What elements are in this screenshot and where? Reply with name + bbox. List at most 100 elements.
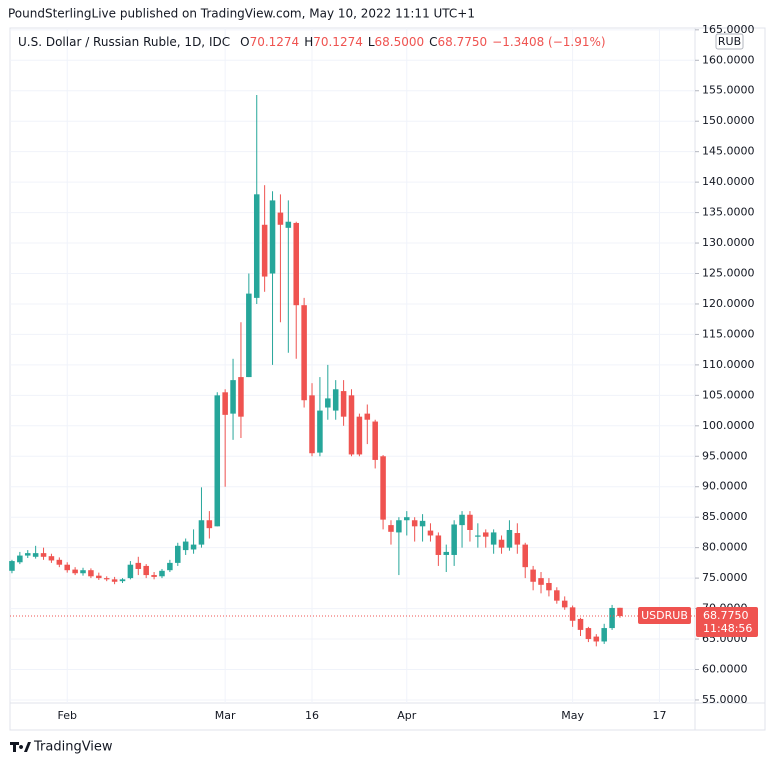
x-tick-label: Apr: [397, 709, 417, 722]
legend-key: C: [429, 35, 437, 49]
candle-body: [111, 579, 118, 582]
symbol-box: [638, 607, 691, 625]
candle-body: [585, 628, 592, 640]
chart-title: U.S. Dollar / Russian Ruble, 1D, IDC: [18, 35, 230, 49]
y-tick-label: 105.0000: [702, 388, 755, 401]
candle-body: [293, 222, 299, 306]
legend-key: L: [368, 35, 375, 49]
footer-text: TradingView: [33, 740, 113, 755]
candle-body: [88, 570, 94, 577]
publisher-line: PoundSterlingLive published on TradingVi…: [8, 7, 475, 21]
candle-body: [577, 618, 584, 630]
candle-body: [261, 224, 268, 277]
candle-body: [253, 194, 260, 298]
candle-body: [277, 212, 284, 225]
candle-body: [80, 570, 86, 574]
currency-label: RUB: [718, 35, 741, 48]
candle-body: [459, 514, 465, 526]
candle-body: [135, 562, 142, 569]
candle-body: [206, 520, 213, 529]
legend-value: 68.5000: [375, 35, 425, 49]
candle-body: [609, 607, 615, 629]
legend-change: −1.3408 (−1.91%): [492, 35, 605, 49]
candle-body: [64, 564, 70, 571]
countdown-label: 11:48:56: [703, 622, 752, 635]
candle-body: [601, 628, 607, 642]
candle-body: [396, 520, 402, 533]
candle-body: [538, 578, 544, 585]
candle-body: [143, 565, 149, 576]
y-tick-label: 95.0000: [702, 449, 748, 462]
candle-body: [467, 514, 473, 530]
candle-body: [24, 553, 31, 556]
candle-body: [348, 395, 355, 455]
candle-body: [364, 413, 371, 420]
candle-body: [498, 539, 505, 548]
candle-body: [301, 305, 307, 401]
legend-key: O: [240, 35, 249, 49]
y-tick-label: 80.0000: [702, 541, 748, 554]
candle-body: [17, 555, 23, 563]
candle-body: [96, 575, 102, 579]
candle-body: [435, 535, 442, 555]
logo-icon: [10, 742, 31, 752]
y-tick-label: 110.0000: [702, 358, 755, 371]
footer-logo: TradingView: [10, 740, 113, 755]
candle-body: [32, 553, 39, 557]
symbol-label: USDRUB: [641, 609, 688, 622]
y-tick-label: 145.0000: [702, 145, 755, 158]
candle-body: [159, 570, 165, 577]
y-tick-label: 155.0000: [702, 84, 755, 97]
y-tick-label: 100.0000: [702, 419, 755, 432]
candle-body: [72, 569, 78, 574]
candle-body: [593, 636, 600, 642]
candle-body: [222, 392, 228, 415]
legend-value: 70.1274: [313, 35, 363, 49]
legend-value: 68.7750: [438, 35, 488, 49]
candle-body: [356, 416, 363, 455]
legend-key: H: [304, 35, 313, 49]
x-tick-label: Mar: [215, 709, 236, 722]
candle-body: [151, 575, 157, 577]
candle-body: [182, 541, 189, 551]
candle-body: [230, 380, 236, 414]
y-tick-label: 160.0000: [702, 53, 755, 66]
y-tick-label: 60.0000: [702, 662, 748, 675]
candle-body: [482, 532, 489, 537]
candle-body: [490, 532, 497, 545]
candle-body: [554, 590, 560, 601]
candle-body: [617, 607, 623, 617]
candle-body: [127, 564, 134, 579]
y-tick-label: 135.0000: [702, 206, 755, 219]
candle-body: [419, 520, 426, 527]
candle-body: [569, 607, 576, 621]
x-tick-label: May: [561, 709, 584, 722]
candle-body: [198, 520, 205, 545]
y-tick-label: 115.0000: [702, 327, 755, 340]
candle-body: [475, 535, 481, 537]
candle-body: [175, 545, 181, 563]
candle-body: [214, 395, 221, 527]
y-tick-label: 90.0000: [702, 480, 748, 493]
candle-body: [530, 569, 536, 582]
candle-body: [404, 517, 410, 521]
y-tick-label: 120.0000: [702, 297, 755, 310]
candle-body: [522, 544, 528, 568]
candle-body: [238, 377, 244, 417]
price-label: 68.7750: [703, 609, 749, 622]
legend-value: 70.1274: [250, 35, 300, 49]
candle-body: [443, 551, 450, 555]
candle-body: [340, 391, 347, 417]
y-tick-label: 55.0000: [702, 693, 748, 706]
candle-body: [48, 556, 55, 561]
candle-body: [167, 562, 173, 571]
candle-body: [427, 530, 434, 536]
candle-body: [332, 389, 339, 411]
y-tick-label: 85.0000: [702, 510, 748, 523]
candle-body: [380, 456, 386, 520]
y-tick-label: 75.0000: [702, 571, 748, 584]
candle-body: [325, 398, 331, 408]
x-tick-label: 17: [652, 709, 666, 722]
candle-body: [317, 410, 323, 453]
